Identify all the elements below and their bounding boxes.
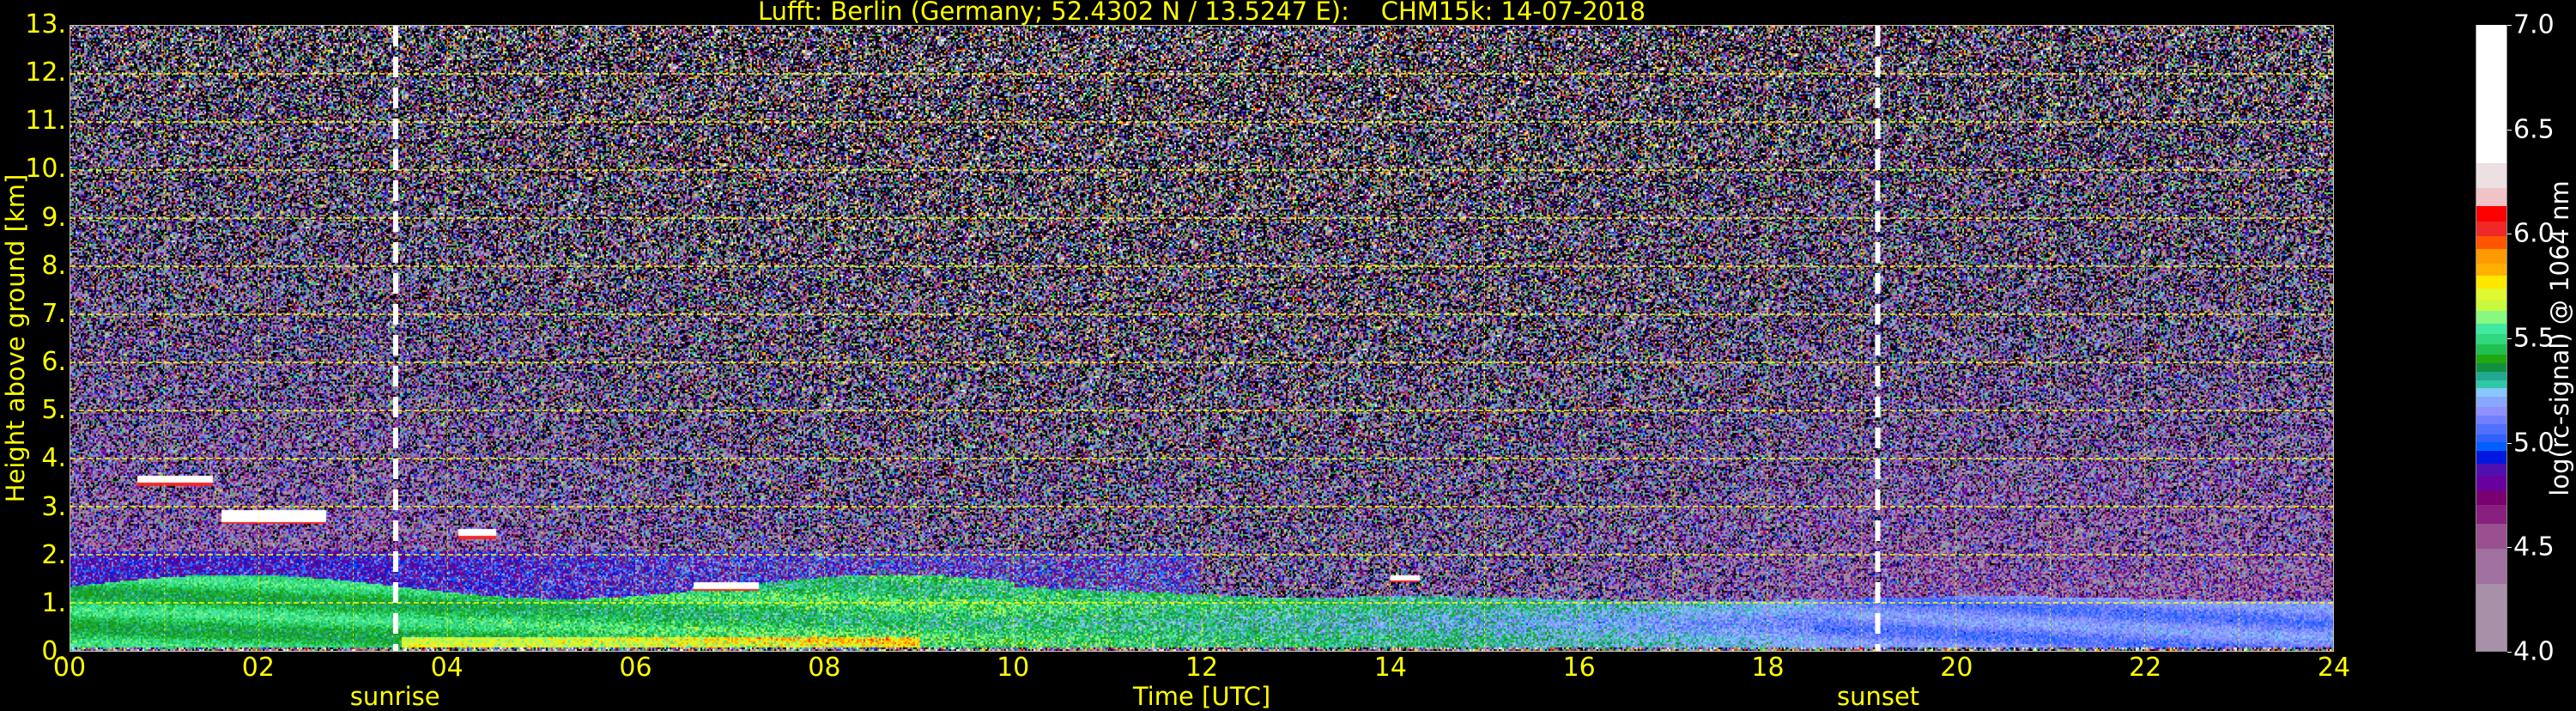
colorbar-tick-mark xyxy=(2507,25,2512,26)
colorbar-band xyxy=(2476,343,2506,356)
colorbar-band xyxy=(2476,489,2506,506)
x-tick-label: 06 xyxy=(619,653,652,683)
colorbar-band xyxy=(2476,247,2506,264)
colorbar-band xyxy=(2476,433,2506,443)
colorbar-band xyxy=(2476,353,2506,364)
colorbar-tick-label: 5.0 xyxy=(2513,428,2555,459)
y-tick-label: 4. xyxy=(41,443,66,474)
colorbar-tick-mark xyxy=(2507,652,2512,653)
colorbar-band xyxy=(2476,386,2506,397)
x-tick-label: 12 xyxy=(1185,653,1219,683)
y-tick-label: 1. xyxy=(41,587,66,618)
colorbar-tick-mark xyxy=(2507,129,2512,131)
y-tick-label: 7. xyxy=(41,298,66,329)
colorbar-band xyxy=(2476,299,2506,312)
colorbar-band xyxy=(2476,287,2506,301)
colorbar-band xyxy=(2476,24,2506,164)
sunset-label: sunset xyxy=(1836,682,1920,711)
x-tick-label: 10 xyxy=(997,653,1030,683)
colorbar-tick-label: 6.0 xyxy=(2513,218,2555,249)
sunrise-label: sunrise xyxy=(349,682,440,711)
y-tick-label: 0. xyxy=(41,636,66,666)
colorbar-band xyxy=(2476,370,2506,380)
y-tick-label: 3. xyxy=(41,491,66,522)
colorbar-tick-label: 7.0 xyxy=(2513,9,2555,40)
y-tick-label: 8. xyxy=(41,250,66,281)
colorbar-band xyxy=(2476,474,2506,491)
x-tick-label: 22 xyxy=(2129,653,2162,683)
y-tick-label: 2. xyxy=(41,539,66,570)
colorbar-band xyxy=(2476,379,2506,389)
colorbar-band xyxy=(2476,274,2506,289)
colorbar-band xyxy=(2476,234,2506,249)
y-tick-label: 12. xyxy=(25,58,66,88)
colorbar-band xyxy=(2476,204,2506,222)
x-tick-label: 16 xyxy=(1562,653,1596,683)
grid-and-markers xyxy=(70,26,2333,651)
x-tick-label: 00 xyxy=(52,653,87,683)
colorbar-band xyxy=(2476,362,2506,372)
x-tick-label: 08 xyxy=(808,653,841,683)
colorbar-tick-label: 5.5 xyxy=(2513,323,2555,354)
colorbar-band xyxy=(2476,449,2506,464)
colorbar-band xyxy=(2476,310,2506,325)
colorbar-band xyxy=(2476,262,2506,276)
colorbar-band xyxy=(2476,582,2506,651)
x-tick-label: 02 xyxy=(241,653,275,683)
x-tick-label: 18 xyxy=(1751,653,1785,683)
colorbar-band xyxy=(2476,414,2506,424)
colorbar-band xyxy=(2476,503,2506,524)
colorbar-band xyxy=(2476,522,2506,550)
colorbar-band xyxy=(2476,462,2506,477)
y-tick-label: 13. xyxy=(25,9,66,40)
plot-area xyxy=(70,25,2334,652)
colorbar-tick-label: 4.5 xyxy=(2513,532,2555,562)
chart-title: Lufft: Berlin (Germany; 52.4302 N / 13.5… xyxy=(757,0,1646,26)
colorbar-band xyxy=(2476,547,2506,585)
colorbar-band xyxy=(2476,422,2506,434)
colorbar-band xyxy=(2476,332,2506,345)
colorbar xyxy=(2476,24,2507,652)
y-tick-label: 11. xyxy=(25,106,66,137)
colorbar-tick-mark xyxy=(2507,547,2512,549)
colorbar-tick-mark xyxy=(2507,442,2512,444)
y-tick-label: 5. xyxy=(41,395,66,426)
y-axis-label: Height above ground [km] xyxy=(1,173,30,503)
colorbar-band xyxy=(2476,186,2506,206)
colorbar-tick-mark xyxy=(2507,338,2512,339)
colorbar-band xyxy=(2476,322,2506,335)
y-tick-label: 9. xyxy=(41,202,66,233)
colorbar-band xyxy=(2476,220,2506,237)
colorbar-band xyxy=(2476,441,2506,452)
colorbar-tick-label: 6.5 xyxy=(2513,114,2555,145)
colorbar-band xyxy=(2476,405,2506,416)
colorbar-label: log(rc-signal) @ 1064 nm xyxy=(2545,180,2574,496)
x-tick-label: 04 xyxy=(430,653,464,683)
y-tick-label: 10. xyxy=(25,154,66,185)
x-axis-label: Time [UTC] xyxy=(1132,682,1271,711)
x-tick-label: 20 xyxy=(1940,653,1973,683)
x-tick-label: 14 xyxy=(1373,653,1407,683)
x-tick-label: 24 xyxy=(2317,653,2351,683)
colorbar-tick-label: 4.0 xyxy=(2513,636,2555,667)
y-tick-label: 6. xyxy=(41,347,66,378)
colorbar-band xyxy=(2476,161,2506,189)
colorbar-band xyxy=(2476,395,2506,408)
